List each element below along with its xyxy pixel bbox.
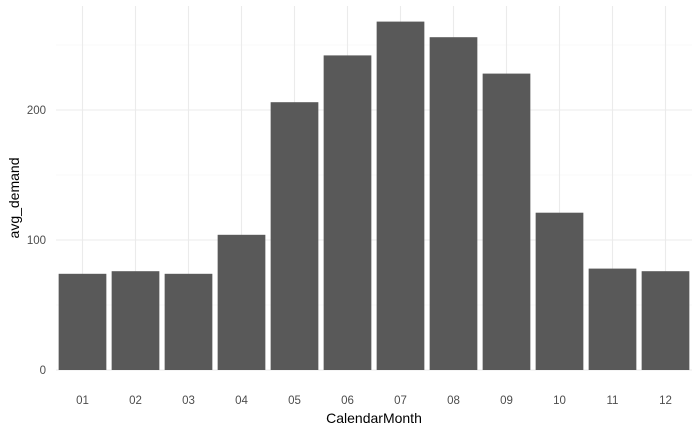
x-tick-label: 11 bbox=[607, 395, 619, 407]
bar-01 bbox=[58, 273, 107, 370]
bars bbox=[58, 21, 690, 371]
bar-12 bbox=[641, 271, 690, 370]
bar-07 bbox=[376, 21, 425, 370]
y-tick-labels: 0 100 200 bbox=[27, 105, 46, 377]
y-tick-label: 100 bbox=[27, 235, 46, 247]
bar-03 bbox=[164, 273, 213, 370]
x-tick-label: 06 bbox=[341, 395, 354, 407]
x-tick-label: 01 bbox=[76, 395, 89, 407]
x-tick-label: 02 bbox=[129, 395, 142, 407]
x-tick-label: 07 bbox=[394, 395, 407, 407]
x-tick-label: 12 bbox=[659, 395, 672, 407]
bar-08 bbox=[429, 37, 478, 370]
bar-09 bbox=[482, 73, 531, 370]
bar-11 bbox=[588, 268, 637, 370]
bar-10 bbox=[535, 212, 584, 370]
x-tick-label: 09 bbox=[500, 395, 513, 407]
x-tick-label: 08 bbox=[447, 395, 460, 407]
bar-06 bbox=[323, 55, 372, 371]
y-tick-label: 200 bbox=[27, 105, 46, 117]
x-axis-title: CalendarMonth bbox=[326, 410, 422, 426]
x-tick-label: 03 bbox=[182, 395, 195, 407]
bar-04 bbox=[217, 234, 266, 370]
y-tick-label: 0 bbox=[40, 365, 46, 377]
x-tick-label: 05 bbox=[288, 395, 301, 407]
bar-05 bbox=[270, 102, 319, 370]
x-tick-label: 10 bbox=[553, 395, 566, 407]
y-axis-title: avg_demand bbox=[6, 158, 22, 239]
x-tick-labels: 01 02 03 04 05 06 07 08 09 10 11 12 bbox=[76, 395, 672, 407]
bar-02 bbox=[111, 271, 160, 370]
x-tick-label: 04 bbox=[235, 395, 248, 407]
